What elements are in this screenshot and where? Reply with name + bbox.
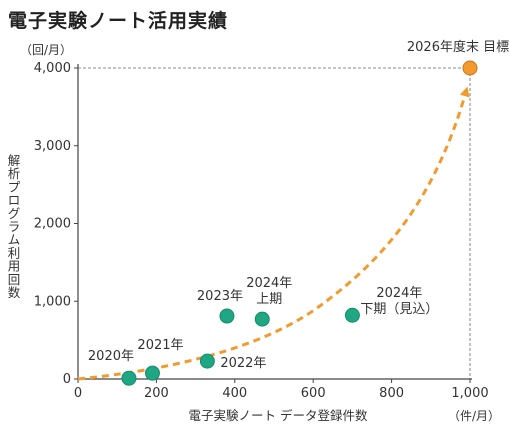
x-tick-label: 200 [144, 386, 169, 401]
trend-arrow [77, 86, 470, 381]
data-point [344, 307, 360, 323]
point-label: 2023年 [197, 289, 243, 304]
data-point [121, 370, 137, 386]
point-label: 2022年 [220, 356, 266, 371]
y-tick-label: 3,000 [34, 139, 71, 154]
x-tick-label: 800 [379, 386, 404, 401]
y-tick-label: 2,000 [34, 217, 71, 232]
x-axis-label: 電子実験ノート データ登録件数 [189, 408, 368, 423]
x-tick-label: 400 [222, 386, 247, 401]
chart-title: 電子実験ノート活用実績 [8, 10, 229, 32]
x-tick-label: 600 [301, 386, 326, 401]
point-label: 2026年度末 目標 [407, 39, 509, 55]
point-label: 2024年下期（見込） [360, 286, 438, 317]
data-point [144, 365, 160, 381]
x-tick-label: 1,000 [451, 386, 488, 401]
point-label: 2021年 [137, 338, 183, 353]
x-tick-label: 0 [74, 386, 82, 401]
y-tick-label: 4,000 [34, 61, 71, 76]
y-unit-label: （回/月） [20, 43, 72, 57]
data-point [199, 353, 215, 369]
y-tick-label: 1,000 [34, 294, 71, 309]
y-tick-label: 0 [63, 372, 71, 387]
data-point [462, 60, 478, 76]
point-label: 2020年 [88, 349, 134, 364]
x-unit-label: （件/月） [448, 409, 500, 423]
data-point [254, 311, 270, 327]
y-axis-label: 解析プログラム利用回数 [8, 153, 21, 300]
data-point [219, 308, 235, 324]
point-label: 2024年上期 [246, 276, 292, 307]
